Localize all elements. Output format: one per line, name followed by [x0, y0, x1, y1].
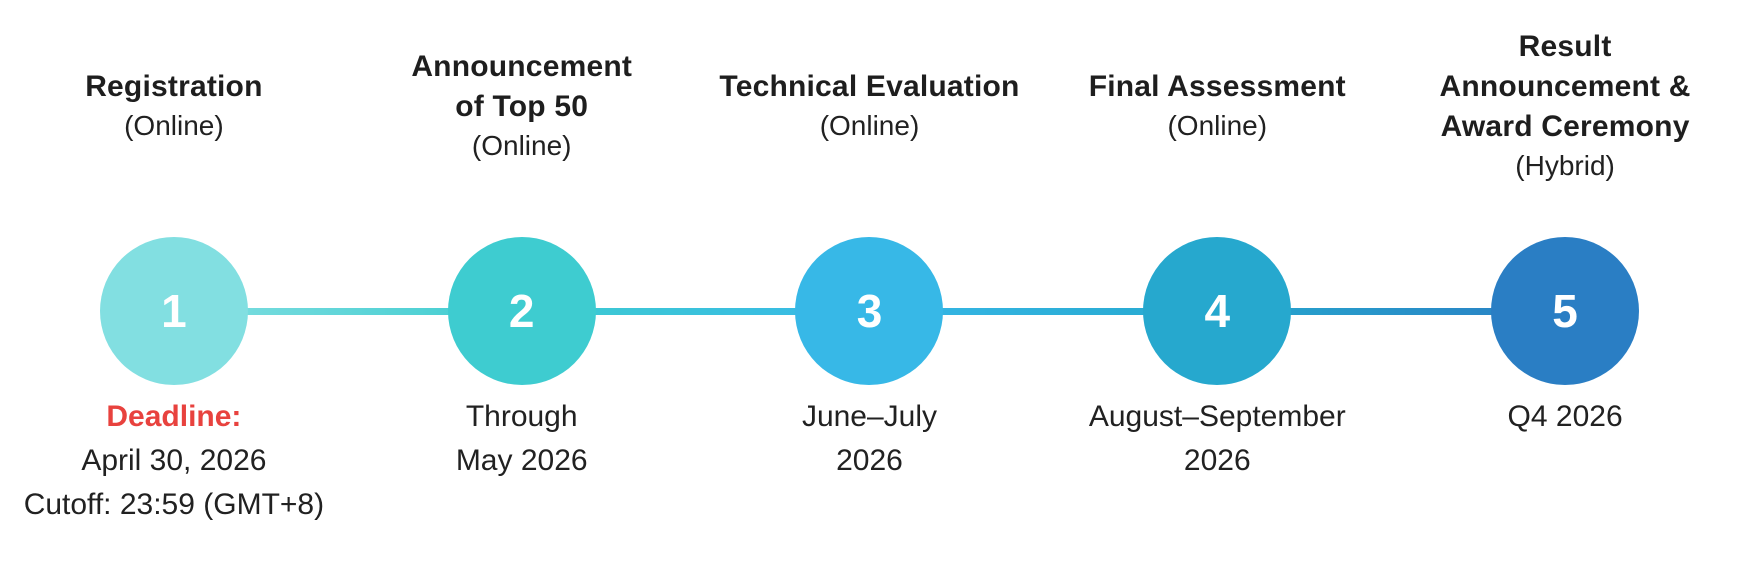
- step-header: Result Announcement & Award Ceremony (Hy…: [1391, 0, 1739, 237]
- step-header: Technical Evaluation (Online): [696, 0, 1044, 237]
- step-schedule: Q4 2026: [1507, 400, 1623, 433]
- timeline-step-announcement-top50: Announcement of Top 50 (Online) 2 Throug…: [348, 0, 696, 527]
- step-header: Announcement of Top 50 (Online): [348, 0, 696, 237]
- timeline-step-final-assessment: Final Assessment (Online) 4 August–Septe…: [1043, 0, 1391, 527]
- step-details: August–September 2026: [1089, 385, 1346, 483]
- step-details: Through May 2026: [456, 385, 588, 483]
- step-circle: 4: [1143, 237, 1292, 385]
- timeline-step-registration: Registration (Online) 1 Deadline: April …: [0, 0, 348, 527]
- step-details: June–July 2026: [802, 385, 937, 483]
- timeline-step-technical-evaluation: Technical Evaluation (Online) 3 June–Jul…: [696, 0, 1044, 527]
- step-circle: 2: [447, 237, 596, 385]
- step-header: Final Assessment (Online): [1043, 0, 1391, 237]
- step-deadline-label: Deadline:: [106, 400, 242, 433]
- step-title: Registration: [85, 69, 263, 103]
- step-title: Technical Evaluation: [719, 69, 1020, 103]
- step-schedule: June–July 2026: [801, 400, 938, 477]
- step-number: 3: [856, 285, 883, 337]
- step-circle: 5: [1491, 237, 1640, 385]
- step-header: Registration (Online): [0, 0, 348, 237]
- step-number: 1: [161, 285, 187, 337]
- step-number: 5: [1552, 285, 1578, 337]
- step-schedule: Through May 2026: [455, 400, 588, 477]
- step-number: 2: [508, 285, 535, 337]
- step-title: Final Assessment: [1088, 69, 1346, 103]
- step-title: Announcement of Top 50: [411, 49, 633, 123]
- step-schedule: August–September 2026: [1088, 400, 1346, 477]
- step-mode: (Hybrid): [1515, 149, 1615, 181]
- step-circle: 3: [795, 237, 944, 385]
- step-mode: (Online): [471, 129, 572, 161]
- timeline-steps-row: Registration (Online) 1 Deadline: April …: [0, 0, 1739, 527]
- step-circle: 1: [99, 237, 248, 385]
- step-title: Result Announcement & Award Ceremony: [1439, 29, 1691, 143]
- step-details: Deadline: April 30, 2026 Cutoff: 23:59 (…: [24, 385, 324, 527]
- timeline-step-result-award: Result Announcement & Award Ceremony (Hy…: [1391, 0, 1739, 527]
- step-schedule: April 30, 2026 Cutoff: 23:59 (GMT+8): [23, 444, 325, 521]
- step-mode: (Online): [124, 109, 224, 141]
- step-details: Q4 2026: [1508, 385, 1623, 439]
- step-mode: (Online): [1167, 109, 1268, 141]
- step-mode: (Online): [819, 109, 920, 141]
- step-number: 4: [1204, 285, 1231, 337]
